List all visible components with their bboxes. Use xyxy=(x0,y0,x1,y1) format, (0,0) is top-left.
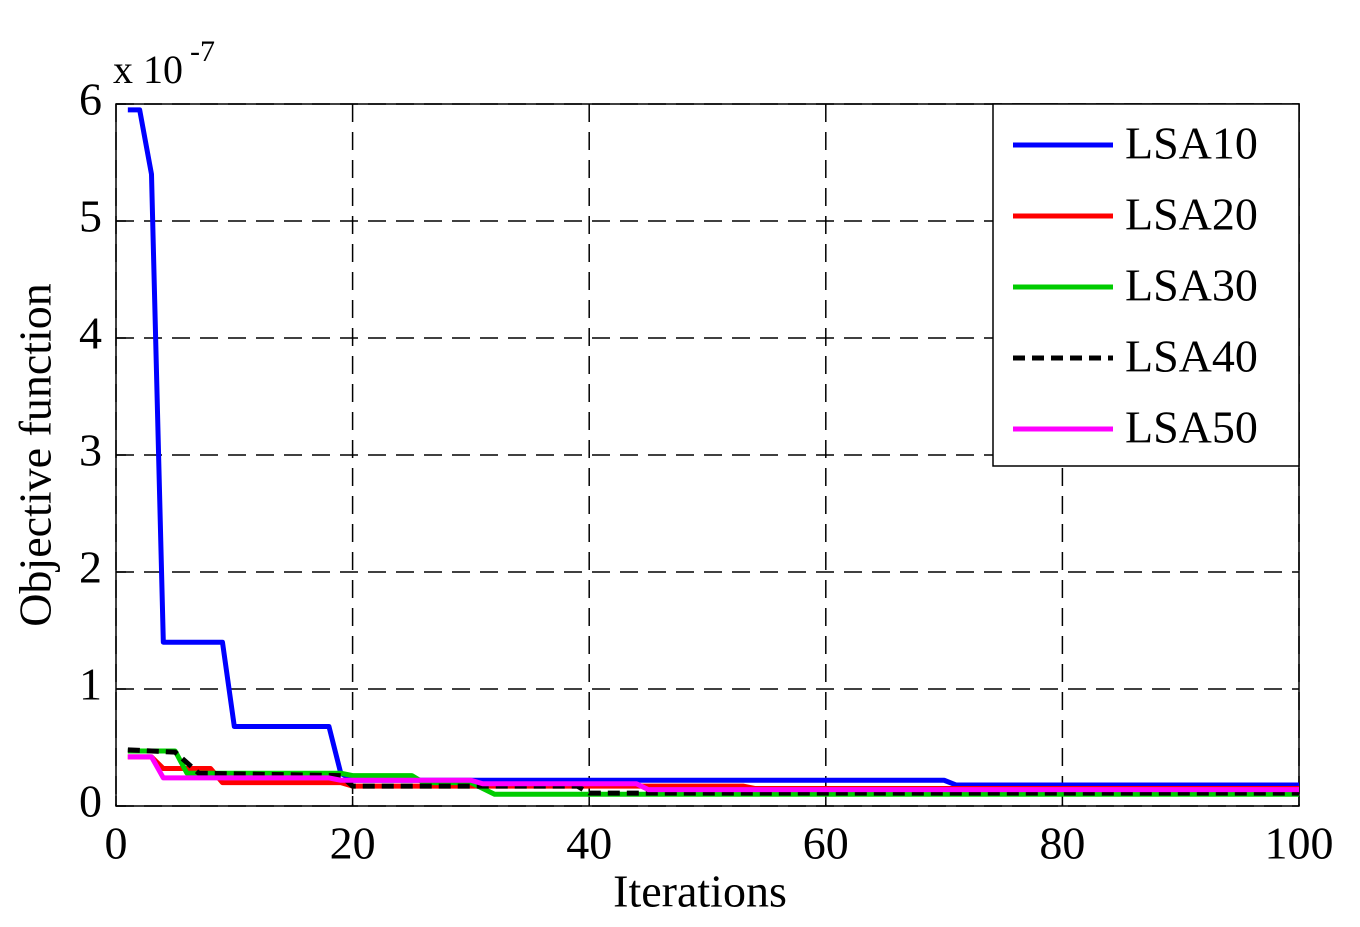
y-tick-label: 6 xyxy=(79,74,102,125)
legend-label: LSA50 xyxy=(1125,402,1258,453)
series-line xyxy=(127,107,1299,788)
y-tick-label: 5 xyxy=(79,191,102,242)
y-tick-label: 1 xyxy=(79,659,102,710)
legend-label: LSA40 xyxy=(1125,331,1258,382)
x-tick-label: 20 xyxy=(330,818,376,869)
y-multiplier: x 10 xyxy=(113,47,183,92)
x-tick-label: 100 xyxy=(1265,818,1334,869)
legend-label: LSA30 xyxy=(1125,260,1258,311)
x-tick-label: 0 xyxy=(105,818,128,869)
y-tick-label: 3 xyxy=(79,425,102,476)
y-tick-label: 0 xyxy=(79,776,102,827)
y-axis-label: Objective function xyxy=(10,283,61,627)
legend-label: LSA20 xyxy=(1125,189,1258,240)
y-tick-label: 4 xyxy=(79,308,102,359)
y-multiplier-exponent: -7 xyxy=(190,35,215,68)
y-tick-label: 2 xyxy=(79,542,102,593)
series-line xyxy=(127,754,1299,793)
legend-label: LSA10 xyxy=(1125,118,1258,169)
x-tick-label: 80 xyxy=(1039,818,1085,869)
x-tick-label: 60 xyxy=(803,818,849,869)
x-axis-label: Iterations xyxy=(613,866,787,917)
x-tick-label: 40 xyxy=(566,818,612,869)
